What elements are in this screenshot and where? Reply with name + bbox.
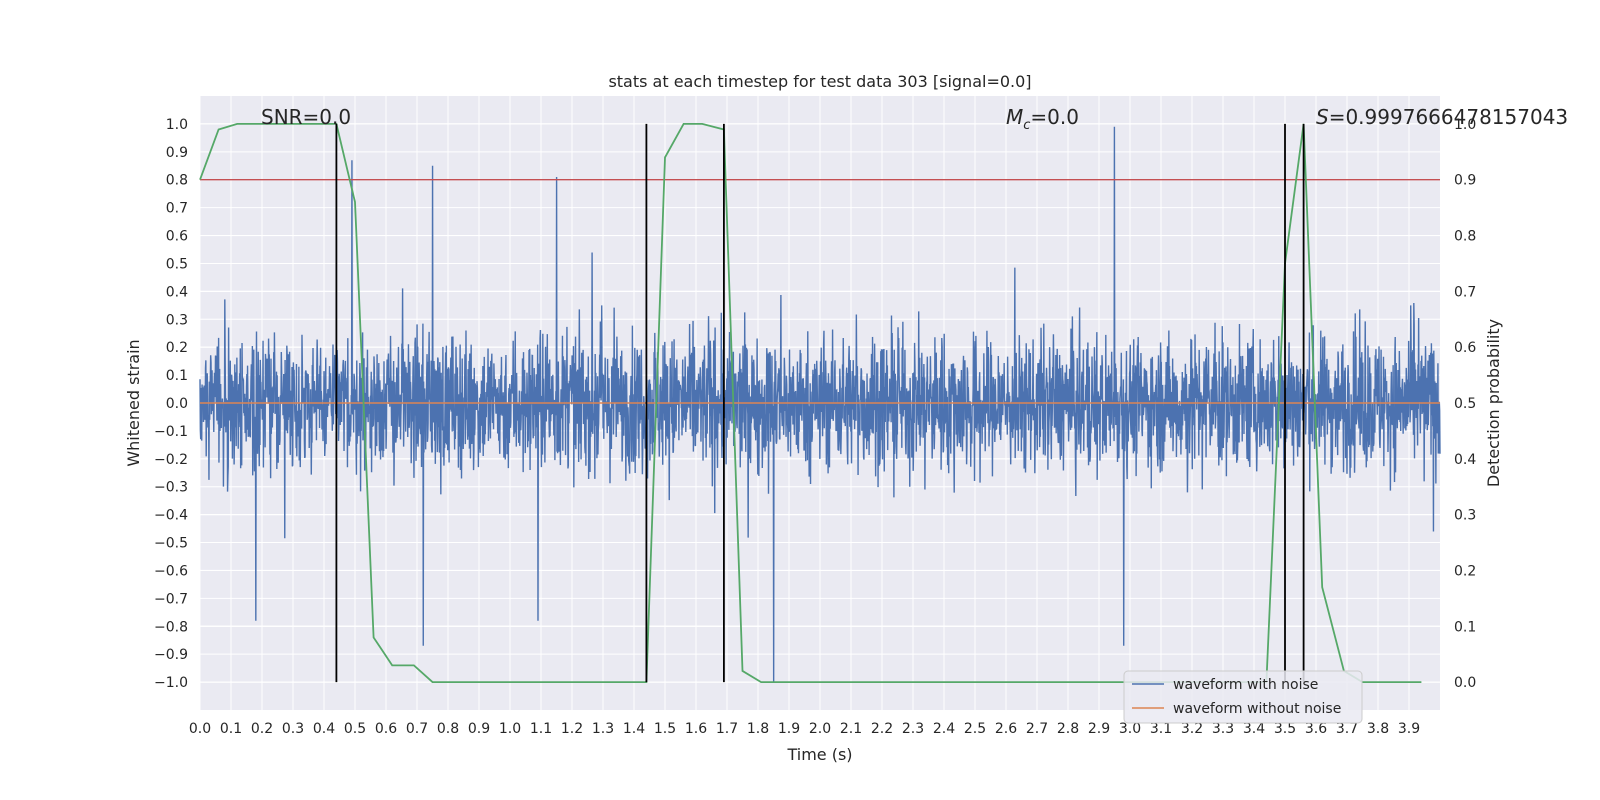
x-tick-label: 0.0 [189,721,211,737]
tick-labels: 0.0 0.1 0.2 0.3 0.4 0.5 0.6 0.7 0.8 0.9 1.0 1.1 1.2 1… [154,117,1476,737]
x-tick-label: 1.1 [530,721,552,737]
y-tick-label: −0.8 [154,619,188,635]
line-series-layer [199,123,1440,683]
x-tick-label: 2.0 [809,721,831,737]
x-tick-label: 1.8 [747,721,769,737]
x-tick-label: 3.1 [1150,721,1172,737]
x-tick-label: 0.2 [251,721,273,737]
x-tick-label: 3.0 [1119,721,1141,737]
x-tick-label: 3.9 [1398,721,1420,737]
y-tick-label: 0.9 [166,145,188,161]
y-right-tick-label: 0.5 [1454,396,1476,412]
chirp-mass-symbol: M [1006,105,1023,129]
y-tick-label: −0.3 [154,480,188,496]
y-right-tick-label: 0.6 [1454,340,1476,356]
chirp-mass-annotation: Mc=0.0 [1006,105,1079,133]
y-tick-label: −0.4 [154,508,188,524]
y-right-axis-label: Detection probability [1484,319,1503,487]
x-tick-label: 0.5 [344,721,366,737]
score-symbol: S [1316,105,1329,129]
x-tick-label: 2.9 [1088,721,1110,737]
y-tick-label: 0.0 [166,396,188,412]
y-tick-label: −0.1 [154,424,188,440]
y-tick-label: −0.9 [154,647,188,663]
noisy-waveform-series [199,126,1441,683]
y-tick-label: −1.0 [154,675,188,691]
y-tick-label: 0.6 [166,229,188,245]
chirp-mass-value: =0.0 [1030,105,1079,129]
snr-annotation: SNR=0.0 [261,105,351,129]
y-right-tick-label: 0.0 [1454,675,1476,691]
y-tick-label: 1.0 [166,117,188,133]
y-tick-label: 0.4 [166,284,188,300]
x-tick-label: 1.6 [685,721,707,737]
y-tick-label: 0.5 [166,256,188,272]
x-tick-label: 1.2 [561,721,583,737]
x-tick-label: 1.7 [716,721,738,737]
y-right-tick-label: 0.7 [1454,284,1476,300]
x-tick-label: 2.5 [964,721,986,737]
x-tick-label: 2.4 [933,721,955,737]
x-tick-label: 2.6 [995,721,1017,737]
x-tick-label: 2.1 [840,721,862,737]
y-tick-label: −0.5 [154,536,188,552]
score-value: =0.9997666478157043 [1329,105,1568,129]
y-tick-label: 0.3 [166,312,188,328]
series-line-detection-probability [199,123,1422,683]
y-tick-label: 0.7 [166,201,188,217]
legend-label-clean: waveform without noise [1173,701,1341,717]
x-tick-label: 3.6 [1305,721,1327,737]
score-annotation: S=0.9997666478157043 [1316,105,1568,129]
y-right-tick-label: 1.0 [1454,117,1476,133]
x-tick-label: 0.9 [468,721,490,737]
legend-label-noise: waveform with noise [1173,677,1318,693]
legend-box [1123,670,1363,724]
x-tick-label: 3.7 [1336,721,1358,737]
y-tick-label: 0.8 [166,173,188,189]
x-tick-label: 0.1 [220,721,242,737]
y-right-tick-label: 0.8 [1454,229,1476,245]
y-axis-label: Whitened strain [124,339,143,466]
y-right-tick-label: 0.1 [1454,619,1476,635]
x-tick-label: 3.4 [1243,721,1265,737]
x-tick-label: 2.3 [902,721,924,737]
x-tick-label: 2.8 [1057,721,1079,737]
x-tick-label: 1.5 [654,721,676,737]
x-tick-label: 0.8 [437,721,459,737]
y-right-tick-label: 0.4 [1454,452,1476,468]
x-axis-label: Time (s) [786,745,852,764]
x-tick-label: 3.3 [1212,721,1234,737]
x-tick-label: 3.2 [1181,721,1203,737]
y-tick-label: 0.1 [166,368,188,384]
x-tick-label: 1.9 [778,721,800,737]
x-tick-label: 1.3 [592,721,614,737]
chart-title: stats at each timestep for test data 303… [608,72,1031,91]
x-tick-label: 2.7 [1026,721,1048,737]
x-tick-label: 1.4 [623,721,645,737]
y-tick-label: −0.2 [154,452,188,468]
y-tick-label: 0.2 [166,340,188,356]
x-tick-label: 0.7 [406,721,428,737]
chirp-mass-subscript: c [1023,118,1030,133]
x-tick-label: 3.8 [1367,721,1389,737]
legend: waveform with noise waveform without noi… [1123,670,1363,724]
y-tick-label: −0.6 [154,563,188,579]
y-tick-label: −0.7 [154,591,188,607]
series-line-waveform-with-noise [199,126,1441,683]
x-tick-label: 3.5 [1274,721,1296,737]
x-tick-label: 0.4 [313,721,335,737]
x-tick-label: 2.2 [871,721,893,737]
y-right-tick-label: 0.3 [1454,508,1476,524]
x-tick-label: 1.0 [499,721,521,737]
y-right-tick-label: 0.9 [1454,173,1476,189]
y-right-tick-label: 0.2 [1454,563,1476,579]
x-tick-label: 0.6 [375,721,397,737]
x-tick-label: 0.3 [282,721,304,737]
